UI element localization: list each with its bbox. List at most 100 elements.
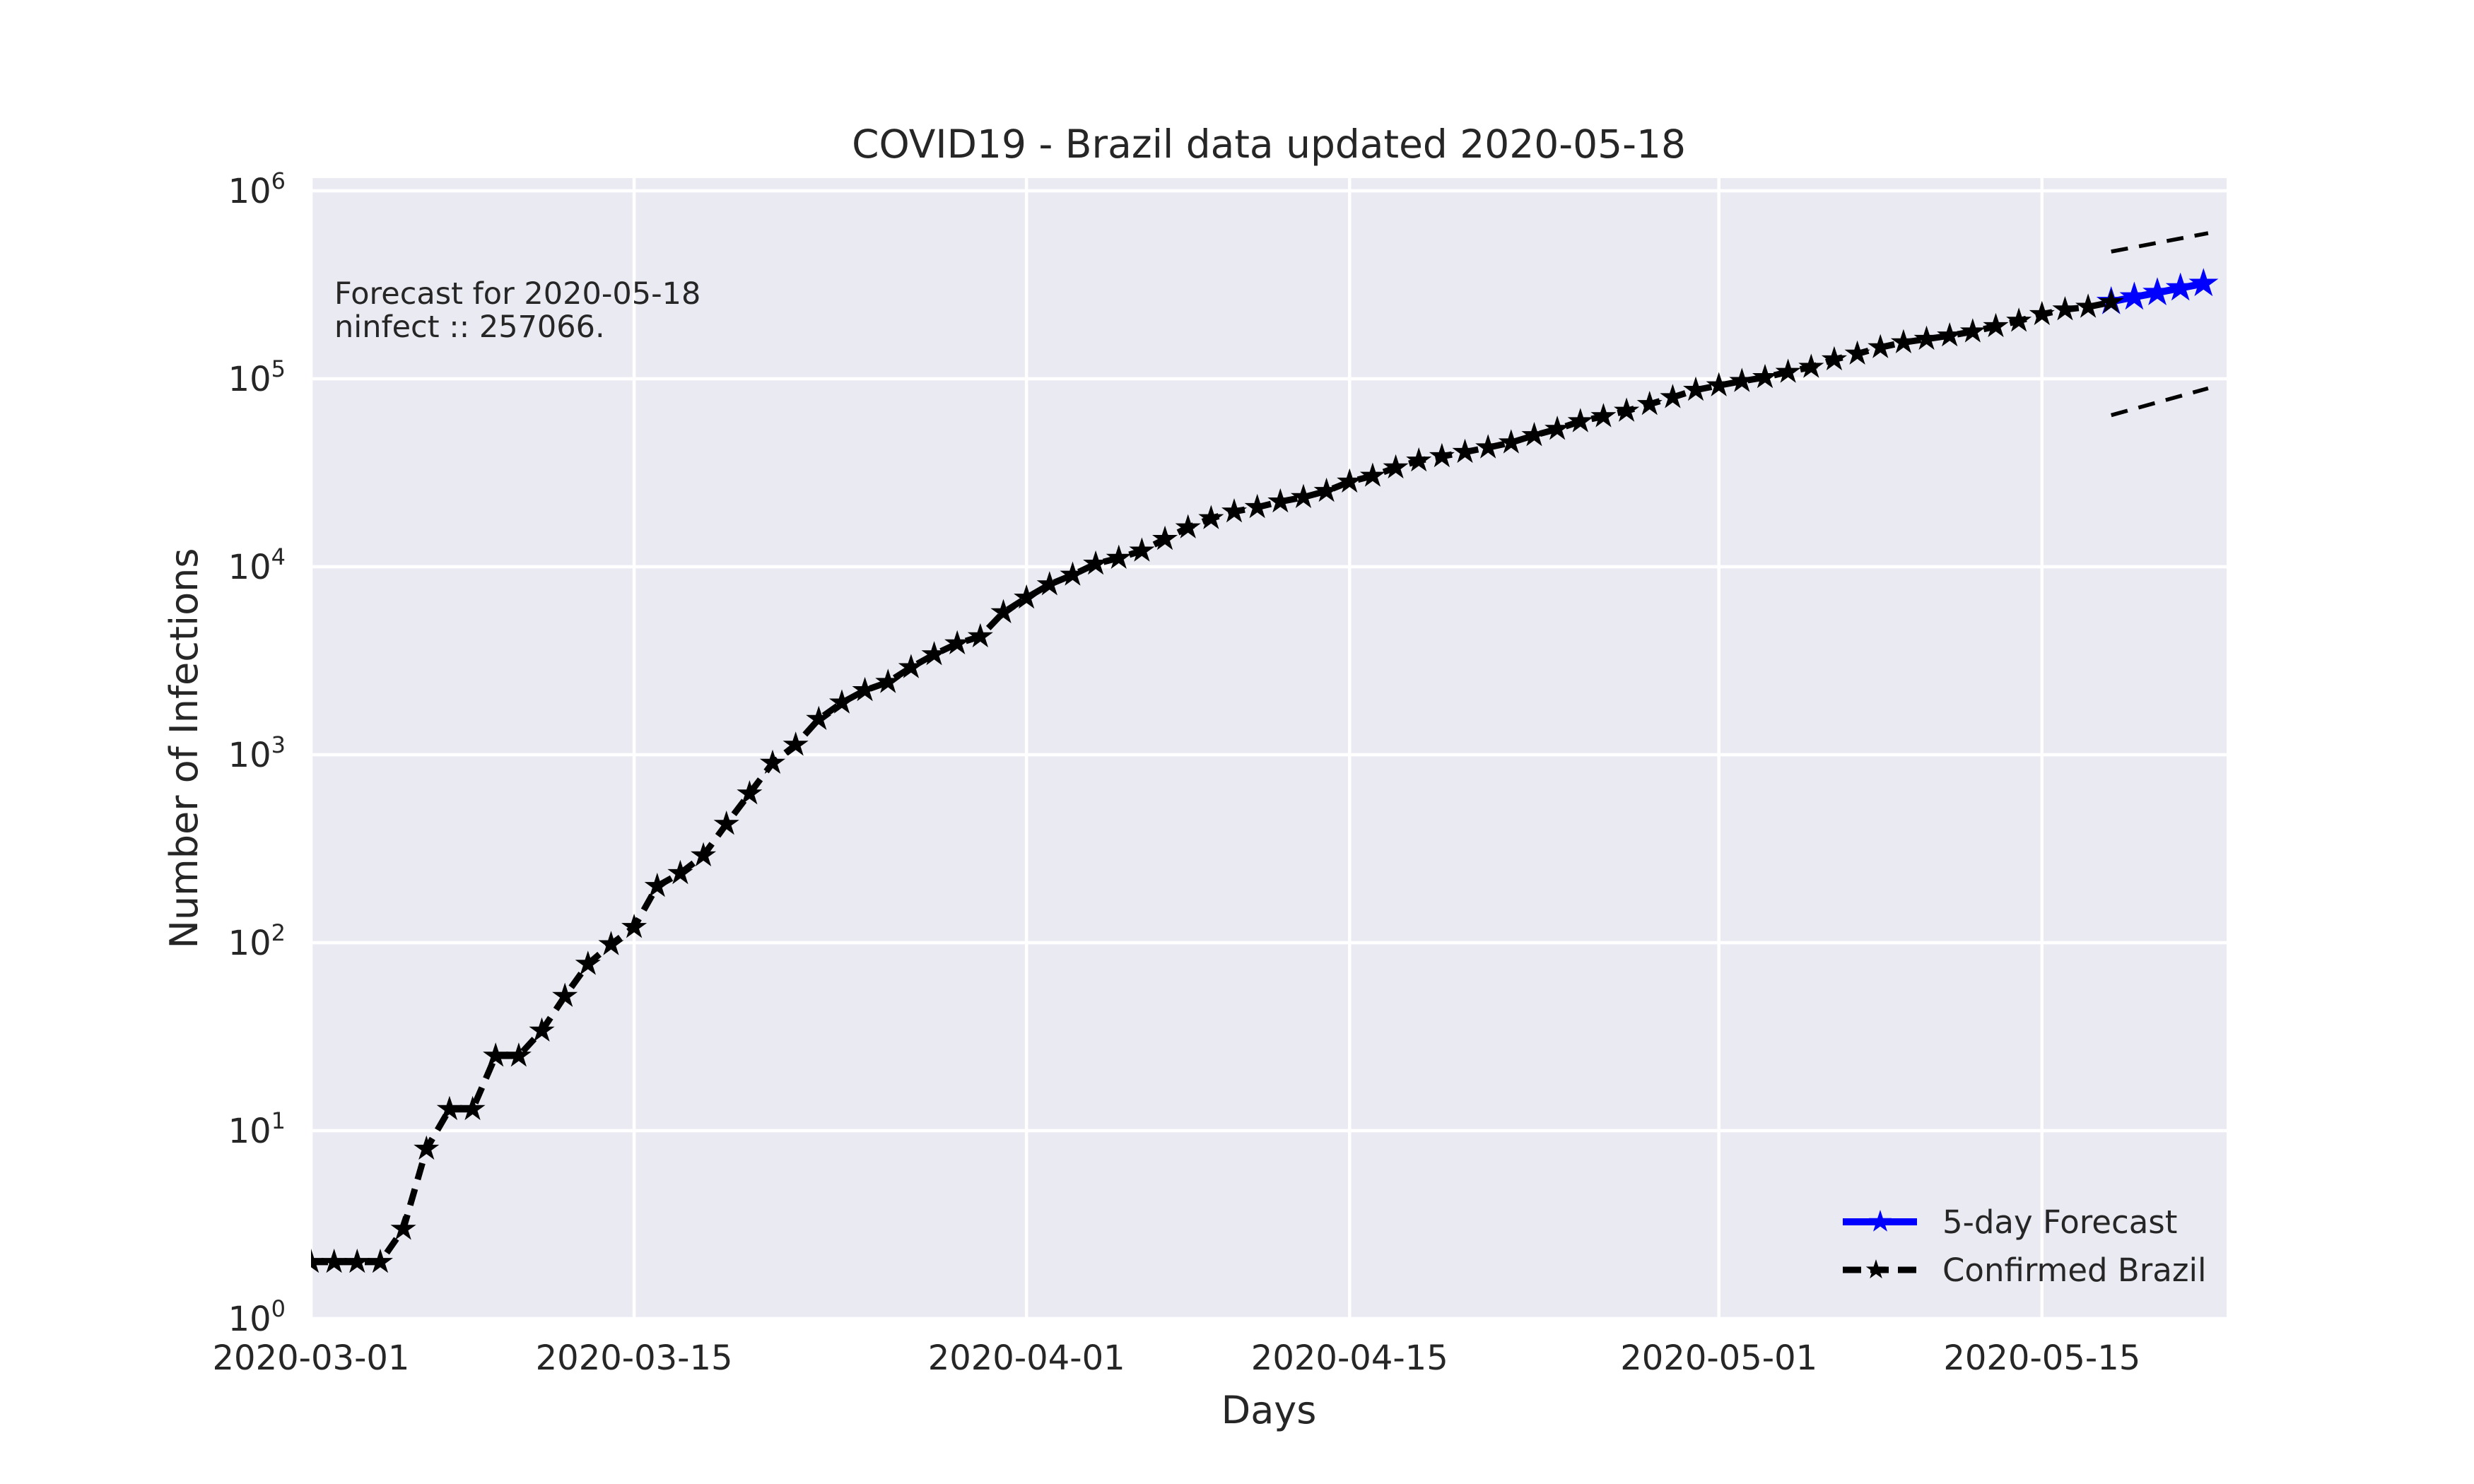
confirmed-star-marker: [1544, 416, 1571, 440]
confirmed-star-marker: [1614, 397, 1640, 422]
confirmed-star-marker: [1475, 434, 1501, 459]
confirmed-star-marker: [1959, 318, 1986, 343]
confirmed-star-marker: [2052, 296, 2078, 321]
x-tick-label: 2020-04-15: [1251, 1338, 1448, 1378]
confirmed-star-marker: [852, 676, 878, 702]
confirmed-star-marker: [1913, 325, 1940, 351]
trend-bound-upper: [2111, 231, 2209, 254]
confirmed-star-marker: [1521, 422, 1547, 447]
forecast-annotation-line2: ninfect :: 257066.: [334, 310, 605, 345]
confirmed-series: [311, 288, 2124, 1273]
confirmed-star-marker: [2006, 307, 2032, 332]
confirmed-star-marker: [667, 859, 693, 885]
confirmed-star-marker: [691, 842, 717, 866]
legend-star-marker: [1868, 1210, 1892, 1232]
y-tick-label: 101: [228, 1107, 286, 1151]
confirmed-star-marker: [644, 872, 670, 897]
confirmed-star-marker: [1752, 363, 1778, 389]
chart-title: COVID19 - Brazil data updated 2020-05-18: [852, 122, 1686, 167]
forecast-star-marker: [2165, 272, 2195, 301]
forecast-star-marker: [2142, 277, 2172, 305]
confirmed-star-marker: [1983, 312, 2009, 338]
confirmed-star-marker: [782, 731, 809, 756]
confirmed-star-marker: [1221, 498, 1248, 523]
confirmed-star-marker: [1060, 561, 1086, 586]
x-tick-label: 2020-03-15: [536, 1338, 733, 1378]
confirmed-star-marker: [529, 1017, 555, 1042]
confirmed-star-marker: [367, 1248, 393, 1273]
x-tick-label: 2020-05-15: [1943, 1338, 2140, 1378]
confirmed-star-marker: [1383, 454, 1409, 479]
confirmed-star-marker: [990, 599, 1016, 623]
confirmed-star-marker: [598, 931, 624, 955]
y-tick-label: 100: [228, 1295, 286, 1339]
y-tick-label: 104: [228, 543, 286, 587]
confirmed-star-marker: [459, 1095, 486, 1121]
confirmed-star-marker: [1313, 477, 1339, 502]
confirmed-star-marker: [1636, 391, 1663, 416]
y-tick-label: 106: [228, 167, 286, 211]
legend-entry: [1843, 1210, 1917, 1232]
confirmed-star-marker: [1567, 408, 1593, 432]
confirmed-star-marker: [1359, 462, 1385, 487]
confirmed-star-marker: [1198, 505, 1224, 529]
confirmed-star-marker: [1452, 438, 1478, 464]
forecast-star-marker: [2188, 268, 2219, 297]
confirmed-star-marker: [713, 811, 739, 835]
confirmed-star-marker: [1868, 334, 1894, 358]
confirmed-star-marker: [1106, 544, 1132, 569]
x-tick-label: 2020-05-01: [1620, 1338, 1817, 1378]
confirmed-star-marker: [1083, 550, 1109, 575]
confirmed-star-marker: [898, 654, 924, 678]
confirmed-star-marker: [1337, 468, 1363, 493]
confirmed-star-marker: [575, 950, 601, 975]
legend-label: Confirmed Brazil: [1942, 1252, 2207, 1289]
confirmed-star-marker: [967, 623, 993, 648]
plot-area: [311, 178, 2227, 1319]
confirmed-star-marker: [1798, 353, 1824, 378]
confirmed-star-marker: [483, 1042, 509, 1067]
confirmed-star-marker: [552, 982, 578, 1007]
confirmed-star-marker: [621, 914, 647, 938]
confirmed-star-marker: [390, 1215, 416, 1240]
x-tick-label: 2020-04-01: [928, 1338, 1125, 1378]
forecast-annotation-line1: Forecast for 2020-05-18: [334, 276, 700, 312]
confirmed-star-marker: [344, 1248, 370, 1273]
legend-label: 5-day Forecast: [1942, 1203, 2177, 1241]
y-axis-label: Number of Infections: [162, 548, 206, 949]
confirmed-star-marker: [2098, 288, 2124, 314]
legend-entry: [1843, 1259, 1917, 1279]
confirmed-star-marker: [1406, 447, 1432, 472]
confirmed-star-marker: [436, 1095, 462, 1121]
confirmed-star-marker: [1683, 376, 1709, 401]
confirmed-star-marker: [2075, 293, 2101, 318]
y-tick-label: 105: [228, 355, 286, 399]
y-tick-label: 102: [228, 919, 286, 963]
confirmed-star-marker: [921, 641, 947, 666]
trend-bound-lower: [2111, 386, 2209, 418]
confirmed-star-marker: [321, 1248, 347, 1273]
confirmed-star-marker: [1775, 358, 1801, 383]
confirmed-star-marker: [1937, 322, 1963, 347]
gridlines: [309, 178, 2227, 1321]
confirmed-star-marker: [737, 780, 763, 805]
confirmed-star-marker: [759, 749, 786, 774]
confirmed-star-marker: [944, 630, 971, 654]
confirmed-star-marker: [1590, 403, 1617, 428]
confirmed-star-marker: [1729, 367, 1755, 392]
confirmed-star-marker: [1244, 493, 1270, 519]
confirmed-star-marker: [1267, 488, 1294, 513]
confirmed-star-marker: [414, 1135, 440, 1160]
x-axis-label: Days: [1221, 1388, 1317, 1432]
confirmed-star-marker: [1152, 525, 1178, 550]
confirmed-star-marker: [1706, 372, 1732, 396]
confirmed-star-marker: [875, 669, 901, 693]
forecast-star-marker: [2119, 281, 2150, 310]
confirmed-star-marker: [1429, 442, 1455, 468]
legend-star-marker: [1865, 1259, 1887, 1279]
confirmed-star-marker: [1014, 584, 1040, 609]
confirmed-star-marker: [1821, 346, 1847, 371]
confirmed-star-marker: [311, 1248, 324, 1273]
